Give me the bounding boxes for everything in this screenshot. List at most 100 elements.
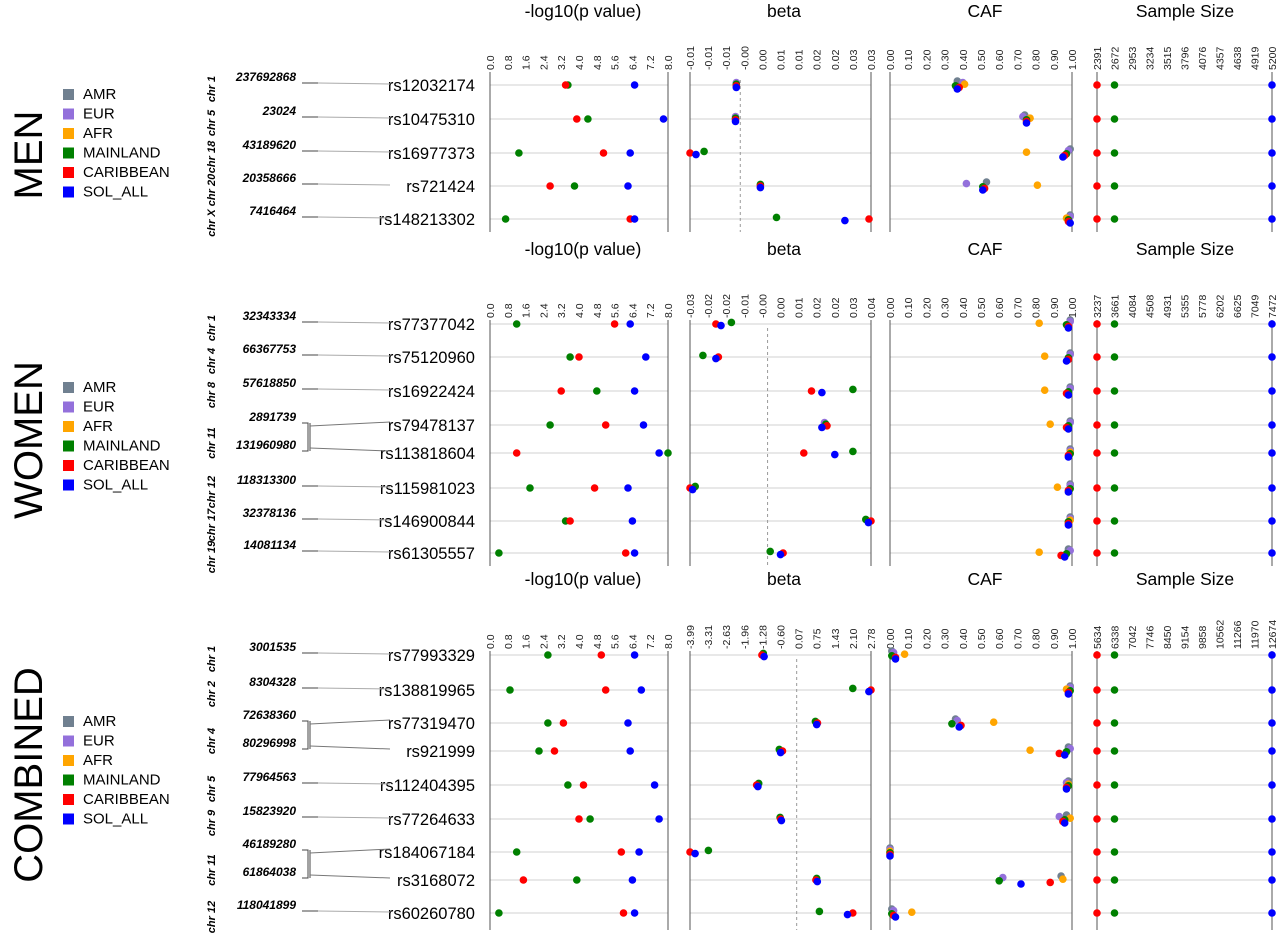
point-caribbean	[575, 815, 583, 823]
bracket	[302, 849, 309, 879]
tick-label: 8.0	[663, 55, 675, 70]
tick-label: 3515	[1162, 46, 1174, 70]
point-sol-all	[659, 115, 668, 123]
legend-swatch	[63, 186, 74, 198]
point-caribbean	[1093, 781, 1101, 789]
point-sol-all	[1268, 517, 1276, 525]
point-sol-all	[1062, 785, 1071, 793]
legend-swatch	[63, 755, 74, 766]
point-caribbean	[550, 747, 559, 755]
point-caribbean	[1093, 182, 1101, 190]
point-sol-all	[624, 719, 632, 727]
position-label: 118313300	[237, 473, 297, 487]
legend-label: AFR	[83, 752, 113, 769]
point-sol-all	[1268, 353, 1276, 361]
panel-label: WOMEN	[7, 361, 51, 519]
point-caribbean	[1093, 549, 1101, 557]
tick-label: -1.96	[739, 625, 751, 649]
point-afr	[1040, 352, 1049, 361]
point-sol-all	[630, 387, 639, 395]
tick-label: 0.00	[885, 297, 897, 318]
tick-label: 7.2	[645, 634, 657, 649]
panel-combined: COMBINED AMR EUR AFR MAINLAND CARIBBEAN SOL_AL…	[7, 569, 1279, 933]
point-mainland	[495, 909, 503, 917]
legend-label: AMR	[83, 379, 117, 396]
tick-label: 0.90	[1049, 297, 1061, 318]
legend-label: EUR	[83, 733, 115, 750]
tick-label: 0.80	[1031, 628, 1043, 649]
legend-swatch	[63, 128, 74, 139]
tick-label: -0.01	[703, 46, 715, 70]
chromosome-label: chr 5	[206, 775, 218, 802]
point-caribbean	[590, 484, 599, 492]
legend-label: EUR	[83, 399, 115, 416]
point-mainland	[1110, 719, 1119, 727]
point-mainland	[1110, 484, 1119, 492]
tick-label: 0.50	[976, 297, 988, 318]
tick-label: 5.6	[610, 55, 622, 70]
tick-label: 4508	[1145, 294, 1157, 318]
point-caribbean	[1093, 449, 1101, 457]
connector-line	[317, 321, 391, 324]
tick-label: 8450	[1162, 625, 1174, 649]
tick-label: 0.01	[776, 49, 788, 70]
point-sol-all	[776, 748, 785, 757]
position-label: 32343334	[243, 309, 297, 323]
connector-line	[317, 82, 391, 85]
point-sol-all	[1017, 880, 1025, 888]
legend-swatch	[63, 147, 74, 159]
panel-men: MEN AMR EUR AFR MAINLAND CARIBBEAN SOL_ALL -log…	[7, 1, 1279, 237]
tick-label: 2953	[1127, 46, 1139, 70]
tick-label: 0.20	[921, 297, 933, 318]
bracket	[302, 422, 309, 452]
legend-label: AFR	[83, 125, 113, 142]
tick-label: 0.03	[866, 49, 878, 70]
connector-line	[317, 388, 391, 391]
point-sol-all	[1064, 690, 1073, 698]
point-caribbean	[1046, 878, 1054, 887]
legend-label: SOL_ALL	[83, 184, 148, 201]
point-sol-all	[1268, 484, 1276, 492]
point-mainland	[1110, 215, 1119, 223]
point-sol-all	[628, 876, 637, 884]
point-caribbean	[575, 353, 583, 361]
tick-label: 4357	[1215, 46, 1227, 70]
tick-label: 0.30	[940, 628, 952, 649]
legend: AMR EUR AFR MAINLAND CARIBBEAN SOL_ALL	[63, 713, 170, 828]
point-sol-all	[1064, 488, 1073, 496]
point-mainland	[584, 115, 592, 123]
legend-label: MAINLAND	[83, 438, 161, 455]
tick-label: 1.00	[1067, 628, 1079, 649]
position-label: 131960980	[236, 438, 296, 452]
point-mainland	[1110, 876, 1119, 884]
tick-label: -0.60	[776, 625, 788, 649]
chromosome-label: chr 8	[206, 381, 218, 408]
connector-line	[317, 652, 391, 655]
point-sol-all	[1064, 425, 1073, 433]
tick-label: 0.80	[1031, 49, 1043, 70]
point-sol-all	[1064, 391, 1073, 399]
legend-label: MAINLAND	[83, 772, 161, 789]
point-sol-all	[712, 354, 720, 363]
tick-label: 0.0	[485, 634, 497, 649]
tick-label: 1.00	[1067, 49, 1079, 70]
tick-label: 0.00	[757, 49, 769, 70]
tick-label: 4.8	[592, 303, 604, 318]
tick-label: 0.03	[848, 49, 860, 70]
point-sol-all	[626, 747, 634, 755]
point-mainland	[566, 353, 574, 361]
legend-label: CARIBBEAN	[83, 791, 170, 808]
point-caribbean	[557, 387, 565, 395]
point-sol-all	[1268, 909, 1276, 917]
tick-label: 0.90	[1049, 49, 1061, 70]
point-caribbean	[800, 449, 808, 457]
point-sol-all	[1268, 549, 1276, 557]
connector-line	[309, 745, 391, 750]
point-caribbean	[1093, 686, 1101, 694]
snp-label: rs721424	[406, 178, 475, 196]
connector-line	[317, 782, 391, 785]
legend-label: CARIBBEAN	[83, 164, 170, 181]
connector-line	[309, 447, 391, 452]
point-mainland	[1110, 320, 1119, 328]
